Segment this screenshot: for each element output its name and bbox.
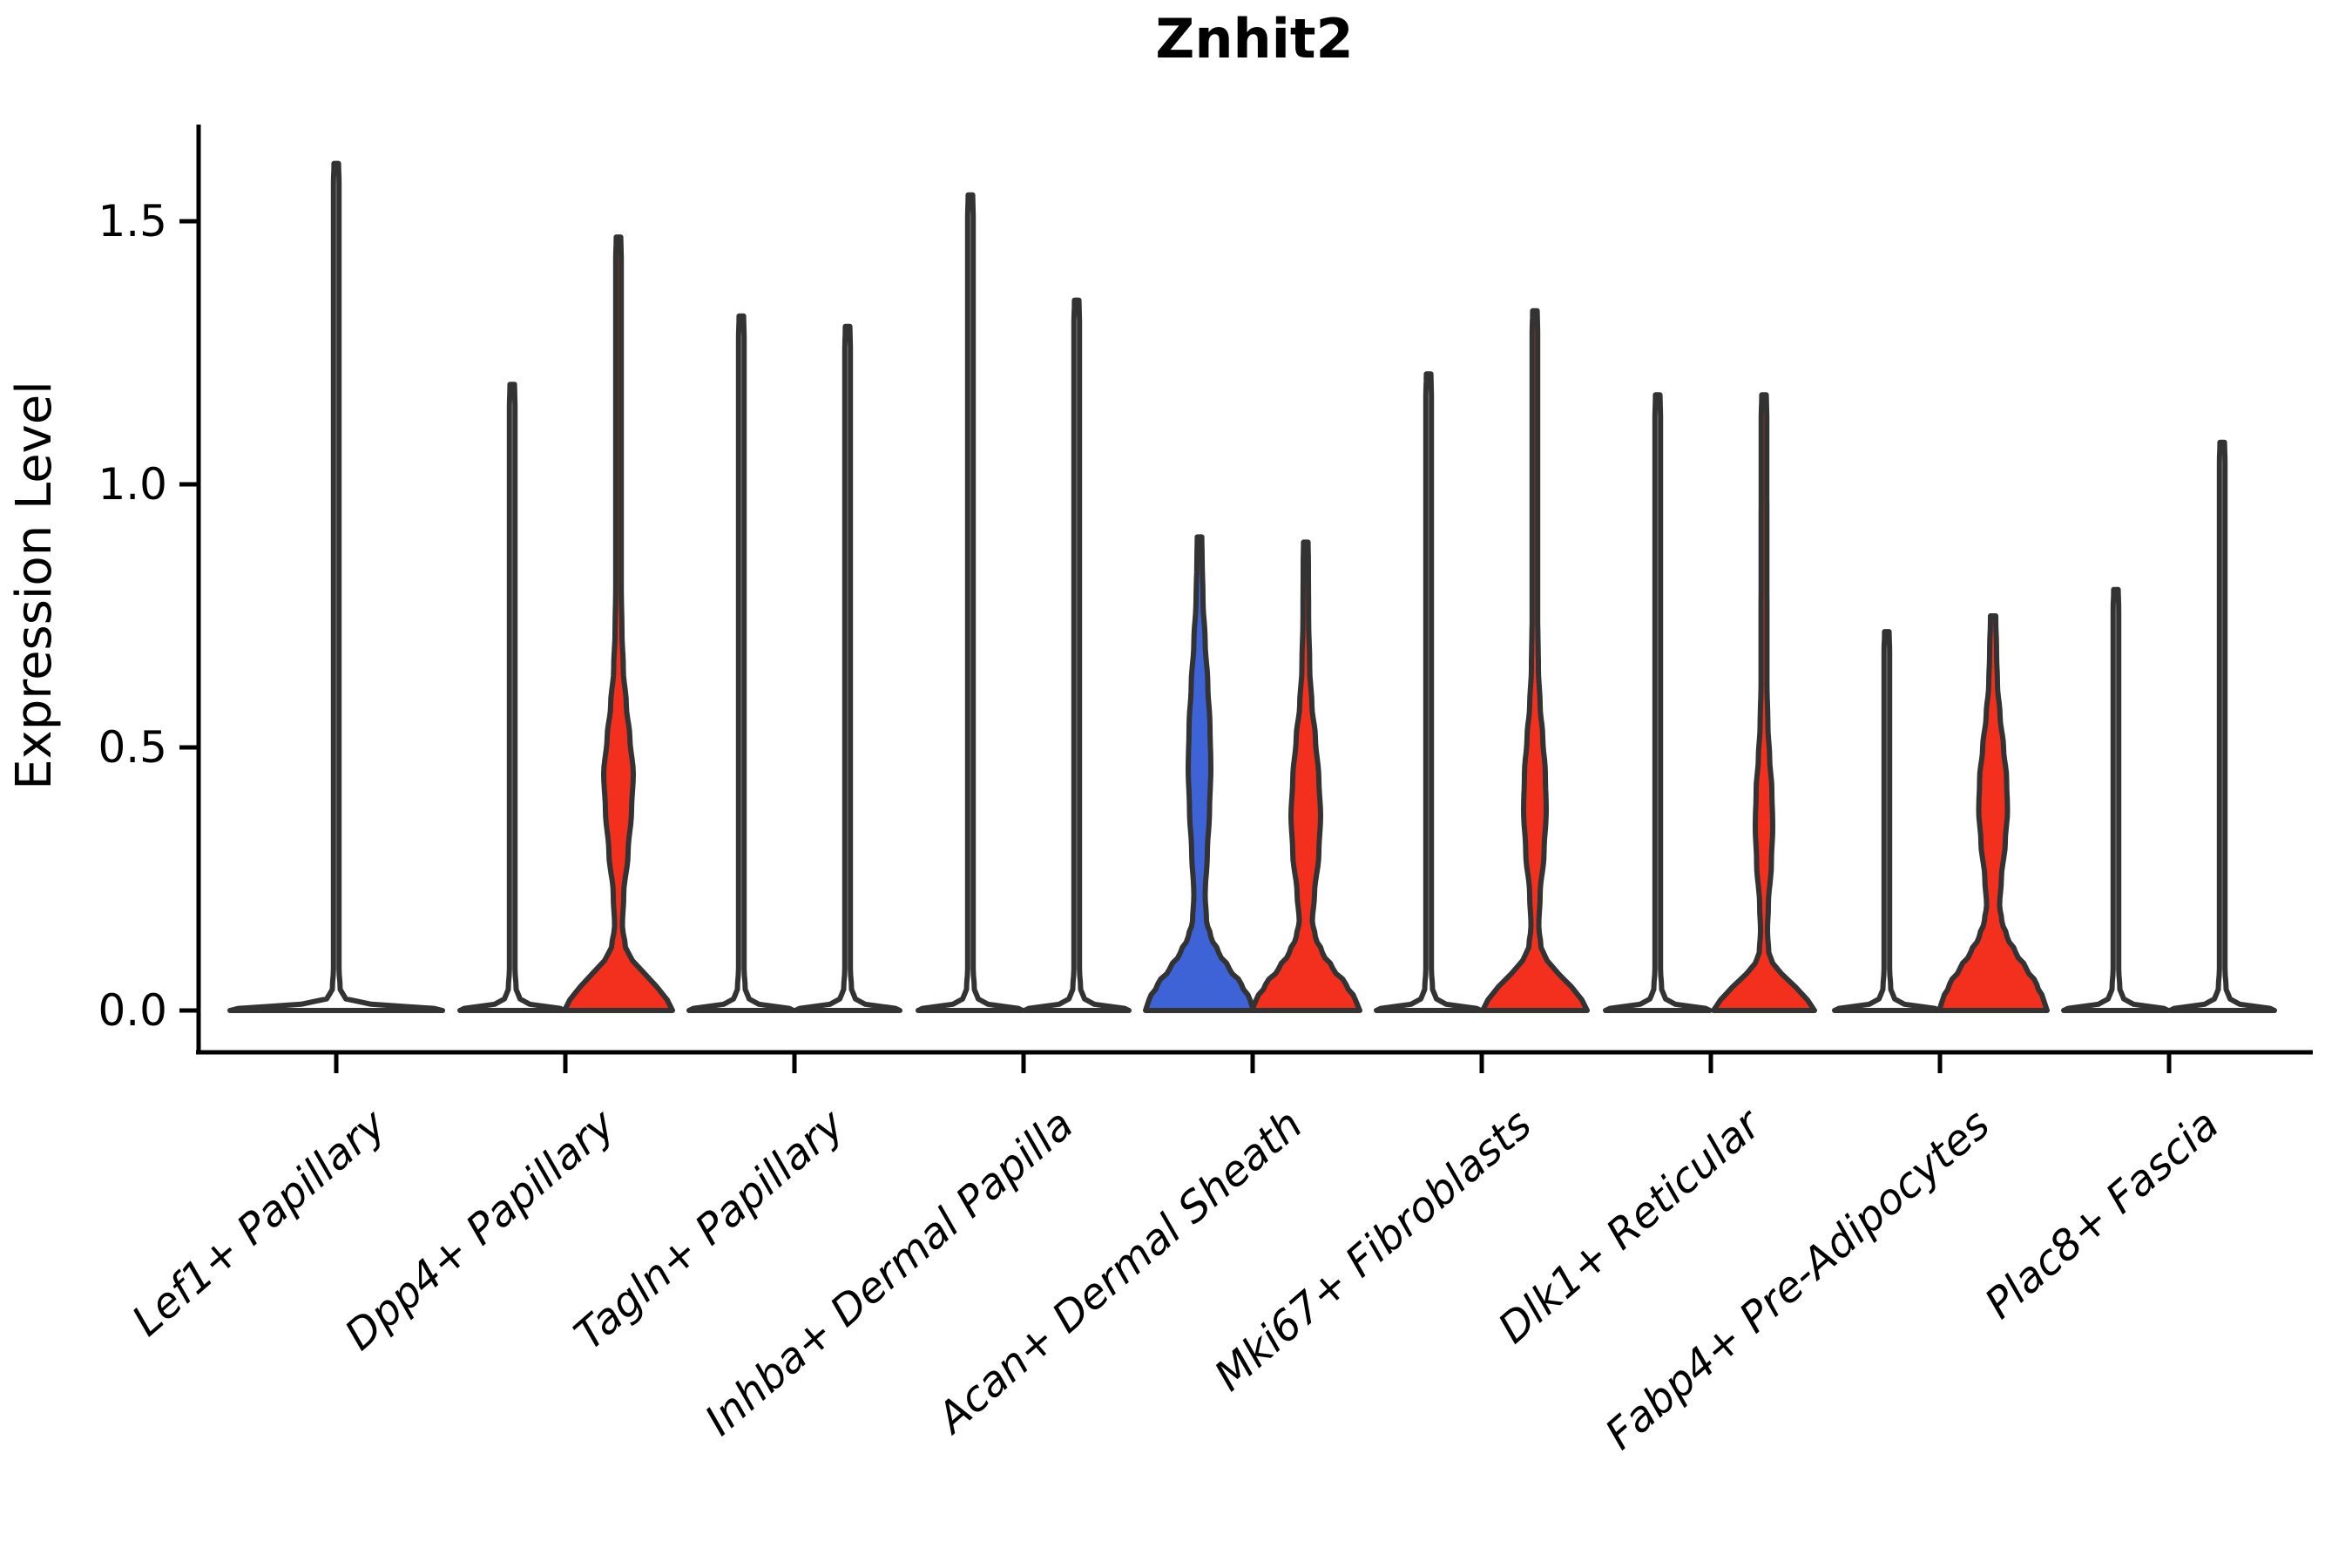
violin-fabp4+-left	[1832, 629, 1942, 1013]
violin-lef1+-center	[227, 160, 445, 1013]
y-axis-label: Expression Level	[6, 381, 63, 790]
violins-group	[227, 160, 2277, 1013]
y-ticks-group: 0.0 0.5 1.0 1.5	[98, 196, 199, 1036]
violin-dpp4+-right	[562, 234, 675, 1013]
y-tick-label: 0.0	[98, 985, 167, 1036]
y-tick-label: 1.0	[98, 459, 167, 510]
chart-title: Znhit2	[1155, 7, 1353, 71]
violin-acan+-left	[1143, 534, 1256, 1013]
violin-plac8+-left	[2061, 586, 2171, 1013]
violin-inhba+-left	[916, 192, 1025, 1013]
violin-plac8+-right	[2167, 439, 2277, 1013]
violin-fabp4+-right	[1936, 613, 2050, 1013]
violin-dpp4+-left	[457, 382, 567, 1013]
violin-tagln+-left	[686, 313, 796, 1013]
violin-inhba+-right	[1022, 297, 1132, 1013]
violin-dlk1+-right	[1711, 392, 1817, 1013]
violin-mki67+-left	[1374, 371, 1484, 1013]
violin-tagln+-right	[793, 323, 902, 1013]
violin-acan+-right	[1249, 539, 1362, 1013]
violin-dlk1+-left	[1603, 392, 1713, 1013]
y-tick-label: 0.5	[98, 722, 167, 773]
violin-mki67+-right	[1480, 308, 1590, 1013]
y-tick-label: 1.5	[98, 196, 167, 247]
